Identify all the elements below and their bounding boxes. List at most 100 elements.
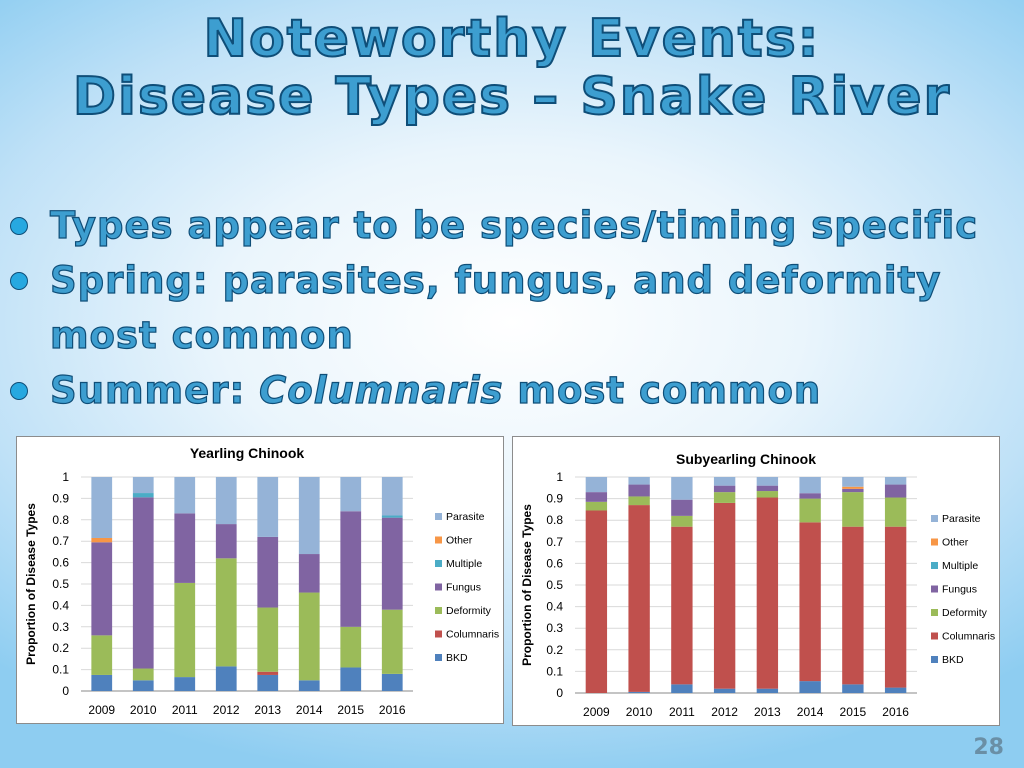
legend-swatch-parasite bbox=[435, 513, 442, 520]
x-tick-label: 2009 bbox=[583, 705, 610, 719]
y-tick-label: 0.3 bbox=[546, 621, 563, 635]
bar-segment-bkd-2014 bbox=[799, 681, 821, 693]
bar-segment-columnaris-2015 bbox=[842, 526, 864, 685]
x-tick-label: 2011 bbox=[669, 705, 695, 719]
bullet-text-end: most common bbox=[503, 368, 822, 412]
bar-segment-deformity-2009 bbox=[585, 501, 608, 511]
bullet-text: Summer: bbox=[49, 368, 260, 412]
legend-swatch-multiple bbox=[931, 562, 938, 569]
page-number: 28 bbox=[973, 735, 1004, 760]
bar-segment-bkd-2010 bbox=[132, 680, 154, 691]
bar-segment-deformity-2013 bbox=[756, 491, 779, 498]
legend-label-multiple: Multiple bbox=[446, 558, 482, 570]
x-tick-label: 2014 bbox=[296, 703, 323, 717]
bar-segment-fungus-2014 bbox=[298, 554, 320, 593]
y-tick-label: 0.9 bbox=[546, 492, 563, 506]
slide-title-line-1: Noteworthy Events: bbox=[203, 9, 821, 69]
legend-label-parasite: Parasite bbox=[446, 511, 485, 523]
bar-segment-other-2009 bbox=[91, 537, 113, 543]
chart-title: Subyearling Chinook bbox=[676, 451, 816, 467]
y-tick-label: 0.8 bbox=[546, 513, 563, 527]
bullet-dot-icon bbox=[10, 382, 28, 400]
bar-segment-parasite-2014 bbox=[799, 477, 821, 494]
bar-segment-bkd-2012 bbox=[713, 688, 736, 693]
y-tick-label: 0 bbox=[62, 684, 69, 698]
x-tick-label: 2015 bbox=[840, 705, 867, 719]
legend-label-other: Other bbox=[446, 535, 473, 547]
bar-segment-fungus-2013 bbox=[756, 485, 779, 492]
bar-segment-parasite-2009 bbox=[91, 477, 113, 538]
x-tick-label: 2012 bbox=[213, 703, 240, 717]
y-tick-label: 0.7 bbox=[52, 534, 69, 548]
bar-segment-bkd-2014 bbox=[298, 680, 320, 691]
bar-segment-columnaris-2013 bbox=[257, 671, 279, 675]
bar-segment-bkd-2013 bbox=[756, 688, 779, 693]
bar-segment-fungus-2011 bbox=[671, 499, 693, 516]
y-tick-label: 0.8 bbox=[52, 513, 69, 527]
legend-label-fungus: Fungus bbox=[942, 584, 977, 596]
x-tick-label: 2011 bbox=[172, 703, 198, 717]
x-tick-label: 2015 bbox=[337, 703, 364, 717]
x-tick-label: 2016 bbox=[882, 705, 909, 719]
y-tick-label: 0.9 bbox=[52, 491, 69, 505]
legend-label-deformity: Deformity bbox=[446, 605, 492, 617]
bar-segment-deformity-2016 bbox=[884, 497, 907, 527]
bar-segment-bkd-2009 bbox=[91, 674, 113, 691]
bar-segment-fungus-2010 bbox=[132, 497, 154, 669]
bullet-item-1: Types appear to be species/timing specif… bbox=[8, 198, 1018, 253]
x-tick-label: 2013 bbox=[754, 705, 781, 719]
bar-segment-other-2015 bbox=[842, 486, 864, 489]
bar-segment-deformity-2010 bbox=[132, 668, 154, 681]
y-tick-label: 0.3 bbox=[52, 620, 69, 634]
legend-swatch-bkd bbox=[435, 654, 442, 661]
bullet-dot-icon bbox=[10, 217, 28, 235]
bar-segment-parasite-2012 bbox=[713, 477, 736, 486]
bar-segment-bkd-2016 bbox=[884, 687, 907, 693]
legend-swatch-deformity bbox=[931, 609, 938, 616]
bar-segment-deformity-2011 bbox=[174, 582, 196, 678]
bar-segment-parasite-2016 bbox=[381, 477, 403, 516]
bar-segment-parasite-2014 bbox=[298, 477, 320, 555]
bar-segment-parasite-2009 bbox=[585, 477, 608, 493]
legend-swatch-other bbox=[931, 538, 938, 546]
bullet-text-emphasis: Columnaris bbox=[259, 368, 504, 412]
bullet-dot-icon bbox=[10, 272, 28, 290]
bar-segment-deformity-2014 bbox=[799, 498, 821, 523]
x-tick-label: 2012 bbox=[711, 705, 738, 719]
legend-swatch-fungus bbox=[931, 585, 938, 593]
x-tick-label: 2010 bbox=[130, 703, 157, 717]
legend-label-other: Other bbox=[942, 537, 969, 549]
y-tick-label: 0.5 bbox=[546, 578, 563, 592]
bar-segment-fungus-2012 bbox=[713, 485, 736, 493]
y-tick-label: 0.6 bbox=[546, 556, 563, 570]
bar-segment-fungus-2014 bbox=[799, 493, 821, 499]
bar-segment-parasite-2011 bbox=[174, 477, 196, 514]
bullet-text-continued: most common bbox=[49, 313, 354, 357]
bar-segment-columnaris-2014 bbox=[799, 522, 821, 682]
bar-segment-fungus-2010 bbox=[628, 484, 650, 497]
bar-segment-multiple-2016 bbox=[381, 515, 403, 518]
bar-segment-bkd-2013 bbox=[257, 674, 279, 691]
bar-segment-bkd-2015 bbox=[842, 684, 864, 693]
y-axis-label: Proportion of Disease Types bbox=[520, 504, 534, 666]
y-tick-label: 1 bbox=[62, 470, 69, 484]
bar-segment-parasite-2016 bbox=[884, 477, 907, 485]
bar-segment-fungus-2009 bbox=[585, 492, 608, 502]
y-tick-label: 0.1 bbox=[546, 664, 563, 678]
bar-segment-columnaris-2013 bbox=[756, 497, 779, 689]
y-tick-label: 0.4 bbox=[52, 598, 69, 612]
bar-segment-deformity-2010 bbox=[628, 496, 650, 506]
bar-segment-deformity-2015 bbox=[340, 626, 362, 668]
legend-swatch-fungus bbox=[435, 583, 442, 591]
bar-segment-deformity-2015 bbox=[842, 492, 864, 527]
bar-segment-parasite-2010 bbox=[132, 477, 154, 494]
bar-segment-fungus-2011 bbox=[174, 513, 196, 583]
x-tick-label: 2016 bbox=[379, 703, 406, 717]
bar-segment-parasite-2015 bbox=[842, 477, 864, 487]
legend-swatch-columnaris bbox=[435, 630, 442, 638]
y-tick-label: 0.2 bbox=[546, 643, 563, 657]
x-tick-label: 2009 bbox=[88, 703, 115, 717]
slide-title-line-2: Disease Types – Snake River bbox=[72, 67, 952, 127]
x-tick-label: 2013 bbox=[254, 703, 281, 717]
subyearling-chinook-chart: Subyearling Chinook 0 0.1 0.2 0.3 0.4 0.5 0.6 0.… bbox=[512, 436, 1000, 726]
